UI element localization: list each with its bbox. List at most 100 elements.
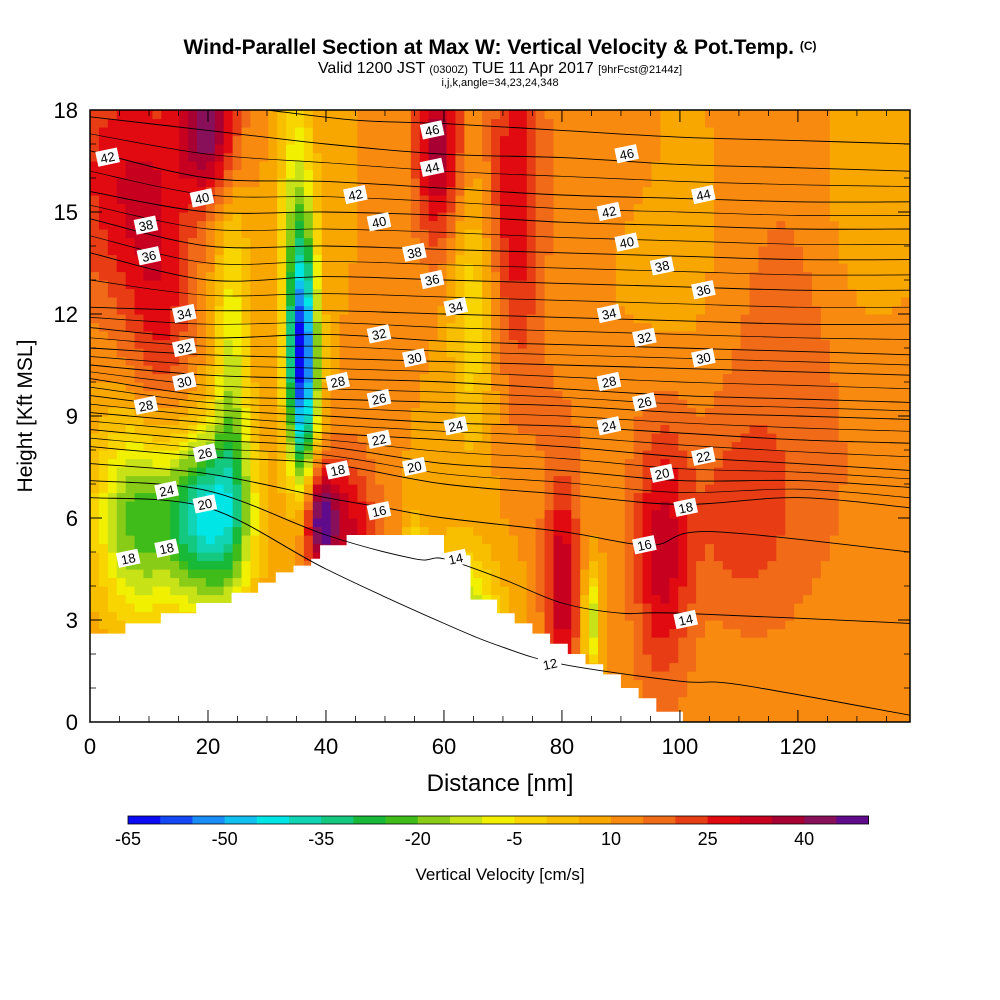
w-cell	[624, 679, 635, 689]
w-cell	[125, 518, 136, 528]
w-cell	[295, 467, 305, 477]
w-cell	[517, 263, 528, 273]
w-cell	[286, 356, 296, 366]
w-cell	[589, 288, 599, 298]
w-cell	[776, 339, 786, 349]
w-cell	[508, 450, 519, 460]
w-cell	[598, 501, 608, 511]
w-cell	[410, 297, 421, 307]
w-cell	[295, 526, 305, 536]
w-cell	[464, 492, 474, 502]
w-cell	[553, 450, 563, 460]
w-cell	[758, 322, 768, 332]
w-cell	[508, 433, 519, 443]
w-cell	[393, 475, 403, 485]
w-cell	[464, 280, 474, 290]
w-cell	[740, 688, 751, 698]
w-cell	[713, 271, 724, 281]
w-cell	[660, 526, 670, 536]
w-cell	[678, 518, 688, 528]
w-cell	[811, 322, 822, 332]
w-cell	[500, 450, 510, 460]
w-cell	[580, 594, 590, 604]
w-cell	[303, 331, 314, 341]
w-cell	[874, 450, 884, 460]
w-cell	[731, 373, 742, 383]
w-cell	[598, 433, 608, 443]
w-cell	[161, 509, 171, 519]
w-cell	[598, 322, 608, 332]
w-cell	[286, 526, 296, 536]
w-cell	[214, 543, 225, 553]
w-cell	[829, 492, 840, 502]
w-cell	[98, 475, 109, 485]
w-cell	[241, 356, 252, 366]
w-cell	[589, 348, 599, 358]
w-cell	[678, 348, 688, 358]
w-cell	[348, 288, 358, 298]
w-cell	[856, 637, 867, 647]
w-cell	[803, 399, 813, 409]
w-cell	[482, 339, 492, 349]
w-cell	[491, 484, 501, 494]
w-cell	[161, 433, 171, 443]
w-cell	[250, 535, 260, 545]
w-cell	[268, 526, 278, 536]
w-cell	[205, 509, 216, 519]
w-cell	[205, 356, 216, 366]
w-cell	[170, 509, 180, 519]
w-cell	[107, 382, 118, 392]
w-cell	[758, 416, 768, 426]
w-cell	[473, 373, 483, 383]
w-cell	[446, 501, 457, 511]
w-cell	[829, 518, 840, 528]
w-cell	[892, 671, 902, 681]
w-cell	[901, 288, 910, 298]
w-cell	[339, 305, 350, 315]
w-cell	[277, 297, 287, 307]
w-cell	[473, 322, 483, 332]
w-cell	[722, 586, 733, 596]
w-cell	[687, 458, 697, 468]
w-cell	[455, 356, 465, 366]
w-cell	[767, 348, 777, 358]
w-cell	[455, 390, 465, 400]
w-cell	[401, 280, 412, 290]
w-cell	[794, 356, 804, 366]
w-cell	[722, 280, 733, 290]
w-cell	[580, 339, 590, 349]
w-cell	[241, 535, 252, 545]
w-cell	[865, 339, 875, 349]
w-cell	[384, 271, 394, 281]
w-cell	[295, 424, 305, 434]
w-cell	[517, 526, 528, 536]
w-cell	[713, 688, 724, 698]
w-cell	[357, 424, 367, 434]
w-cell	[705, 458, 715, 468]
w-cell	[829, 628, 840, 638]
w-cell	[740, 705, 751, 715]
w-cell	[624, 637, 635, 647]
w-cell	[838, 637, 849, 647]
w-cell	[892, 637, 902, 647]
w-cell	[517, 356, 528, 366]
w-cell	[562, 620, 572, 630]
w-cell	[259, 552, 269, 562]
w-cell	[678, 628, 688, 638]
w-cell	[713, 348, 724, 358]
w-cell	[107, 280, 118, 290]
w-cell	[90, 560, 100, 570]
w-cell	[678, 654, 688, 664]
w-cell	[312, 305, 323, 315]
w-cell	[375, 288, 385, 298]
w-cell	[491, 424, 501, 434]
w-cell	[669, 594, 679, 604]
w-cell	[892, 339, 902, 349]
w-cell	[188, 331, 198, 341]
w-cell	[874, 263, 884, 273]
w-cell	[491, 305, 501, 315]
w-cell	[731, 339, 742, 349]
w-cell	[606, 271, 617, 281]
w-cell	[205, 365, 216, 375]
w-cell	[303, 467, 314, 477]
